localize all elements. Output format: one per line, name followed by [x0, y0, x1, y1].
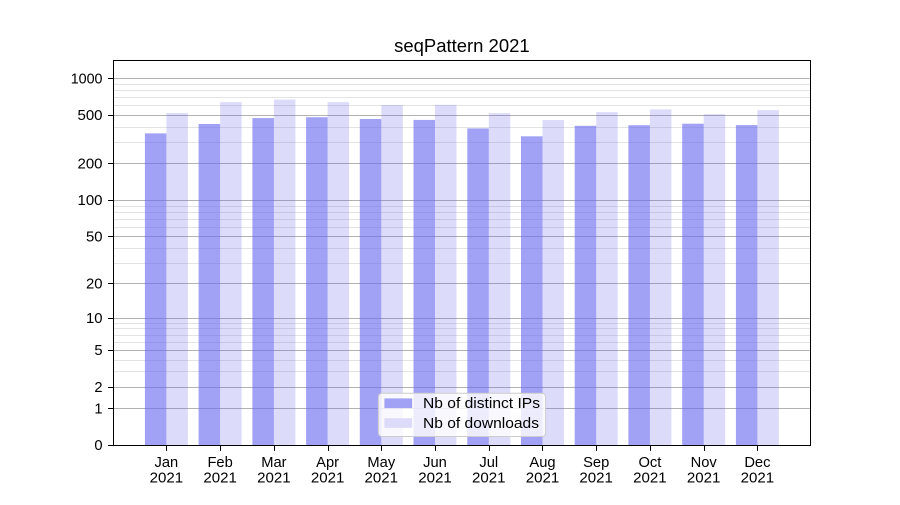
- svg-text:May: May: [367, 455, 395, 471]
- svg-text:1000: 1000: [71, 71, 103, 87]
- svg-text:Apr: Apr: [316, 455, 339, 471]
- svg-text:Jul: Jul: [479, 455, 498, 471]
- svg-text:Nov: Nov: [691, 455, 718, 471]
- svg-text:5: 5: [94, 343, 102, 359]
- svg-text:Sep: Sep: [583, 455, 609, 471]
- svg-text:2021: 2021: [203, 470, 237, 486]
- svg-text:Jun: Jun: [423, 455, 447, 471]
- svg-text:seqPattern 2021: seqPattern 2021: [394, 35, 530, 56]
- svg-text:2021: 2021: [633, 470, 667, 486]
- svg-text:Jan: Jan: [155, 455, 179, 471]
- svg-text:1: 1: [94, 401, 102, 417]
- svg-text:2021: 2021: [579, 470, 613, 486]
- svg-text:2021: 2021: [257, 470, 291, 486]
- svg-text:20: 20: [86, 277, 103, 293]
- svg-text:0: 0: [94, 438, 102, 454]
- svg-text:Mar: Mar: [261, 455, 286, 471]
- svg-text:Feb: Feb: [207, 455, 232, 471]
- svg-text:2021: 2021: [418, 470, 452, 486]
- svg-text:2021: 2021: [365, 470, 399, 486]
- svg-text:Oct: Oct: [638, 455, 661, 471]
- svg-text:2021: 2021: [150, 470, 184, 486]
- svg-text:500: 500: [78, 108, 103, 124]
- svg-text:Dec: Dec: [744, 455, 770, 471]
- svg-text:2021: 2021: [687, 470, 721, 486]
- svg-text:2: 2: [94, 380, 102, 396]
- svg-text:Nb of distinct IPs: Nb of distinct IPs: [423, 396, 540, 412]
- svg-text:2021: 2021: [526, 470, 560, 486]
- svg-text:10: 10: [86, 311, 103, 327]
- svg-text:Aug: Aug: [529, 455, 555, 471]
- svg-text:50: 50: [86, 229, 103, 245]
- svg-text:Nb of downloads: Nb of downloads: [423, 416, 539, 432]
- svg-text:100: 100: [78, 193, 103, 209]
- svg-text:200: 200: [78, 157, 103, 173]
- svg-text:2021: 2021: [741, 470, 775, 486]
- svg-text:2021: 2021: [311, 470, 345, 486]
- svg-text:2021: 2021: [472, 470, 506, 486]
